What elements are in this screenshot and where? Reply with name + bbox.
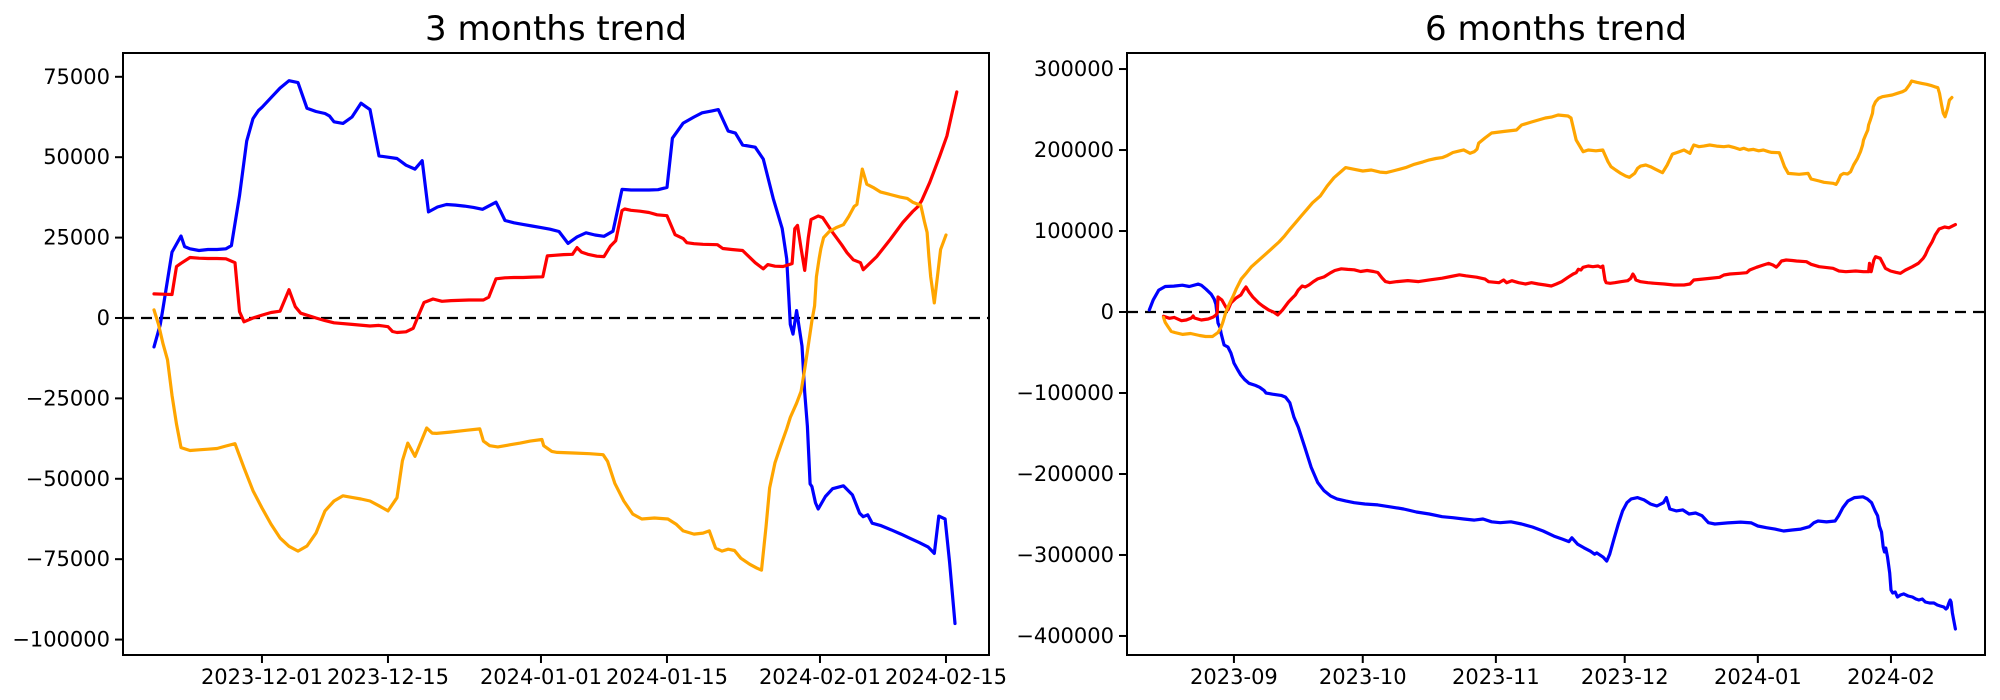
x-tick-label: 2023-12-01 — [201, 665, 323, 689]
y-tick-label: 200000 — [1034, 138, 1114, 162]
y-tick-label: −100000 — [12, 628, 110, 652]
x-tick-label: 2023-12 — [1581, 665, 1669, 689]
y-tick-label: −300000 — [1016, 543, 1114, 567]
y-tick-label: −25000 — [26, 386, 110, 410]
y-tick-label: −100000 — [1016, 381, 1114, 405]
x-tick-label: 2024-01 — [1714, 665, 1802, 689]
x-tick-label: 2024-02-01 — [759, 665, 881, 689]
x-tick-label: 2023-10 — [1319, 665, 1407, 689]
series-orange-line — [1161, 79, 1954, 339]
x-tick-label: 2024-02 — [1847, 665, 1935, 689]
y-tick-label: −75000 — [26, 547, 110, 571]
chart-title: 6 months trend — [1425, 9, 1687, 49]
series-red-line — [1161, 223, 1958, 323]
x-tick-label: 2024-01-01 — [480, 665, 602, 689]
plot-border — [1126, 52, 1986, 656]
y-tick-label: 25000 — [43, 226, 110, 250]
series-blue-line — [1147, 282, 1958, 631]
chart-3-months-trend: 3 months trend 75000 50000 25000 0 −25000 −500… — [12, 9, 1007, 689]
x-tick-label: 2024-01-15 — [606, 665, 728, 689]
y-tick-label: 50000 — [43, 145, 110, 169]
y-tick-label: −200000 — [1016, 462, 1114, 486]
series-orange-line — [152, 167, 948, 572]
y-tick-label: 0 — [97, 306, 110, 330]
series-blue-line — [152, 79, 957, 626]
x-tick-label: 2024-02-15 — [885, 665, 1007, 689]
plot-border — [122, 52, 990, 656]
x-tick-label: 2023-09 — [1190, 665, 1278, 689]
y-tick-label: −400000 — [1016, 624, 1114, 648]
y-tick-label: 100000 — [1034, 219, 1114, 243]
y-tick-label: 75000 — [43, 65, 110, 89]
y-tick-label: 300000 — [1034, 57, 1114, 81]
x-tick-label: 2023-12-15 — [327, 665, 449, 689]
chart-6-months-trend: 6 months trend 300000 200000 100000 0 −100000… — [1016, 9, 1986, 689]
chart-title: 3 months trend — [425, 9, 687, 49]
series-red-line — [152, 90, 959, 335]
y-tick-label: 0 — [1101, 300, 1114, 324]
y-tick-label: −50000 — [26, 467, 110, 491]
x-tick-label: 2023-11 — [1452, 665, 1540, 689]
